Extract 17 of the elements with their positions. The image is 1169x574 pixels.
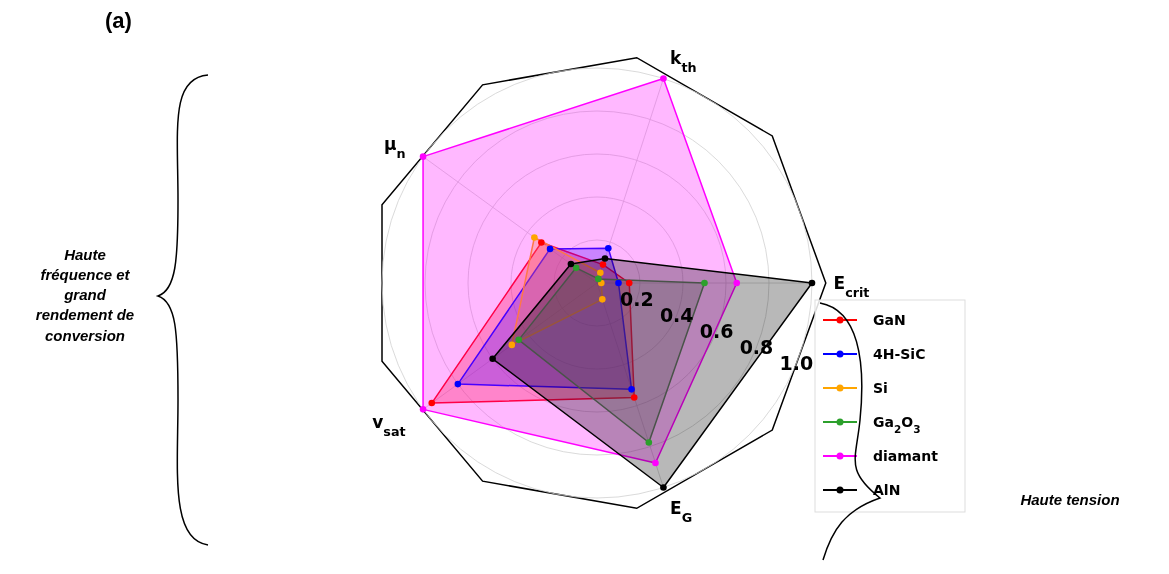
spoke-label: E$_{G}$: [670, 497, 693, 525]
legend-label: diamant: [873, 448, 939, 464]
legend-label: Ga$_{2}$O$_{3}$: [873, 414, 921, 435]
legend-label: 4H-SiC: [873, 346, 926, 362]
legend-label: Si: [873, 380, 888, 396]
text: Haute tension: [1020, 491, 1120, 508]
y-tick-label: 0.2: [620, 287, 654, 310]
spoke-label: k$_{th}$: [670, 48, 697, 75]
spoke-label: E$_{crit}$: [833, 273, 870, 300]
y-tick-label: 1.0: [779, 352, 814, 375]
text: Haute fréquence et grand rendement de conversion: [35, 245, 135, 344]
spoke-label: v$_{sat}$: [372, 412, 406, 439]
text: (a): [105, 8, 132, 33]
y-tick-label: 0.4: [659, 303, 694, 326]
spoke-label: μ$_{n}$: [384, 133, 406, 161]
legend-label: AlN: [873, 482, 901, 498]
legend-label: GaN: [873, 312, 906, 328]
